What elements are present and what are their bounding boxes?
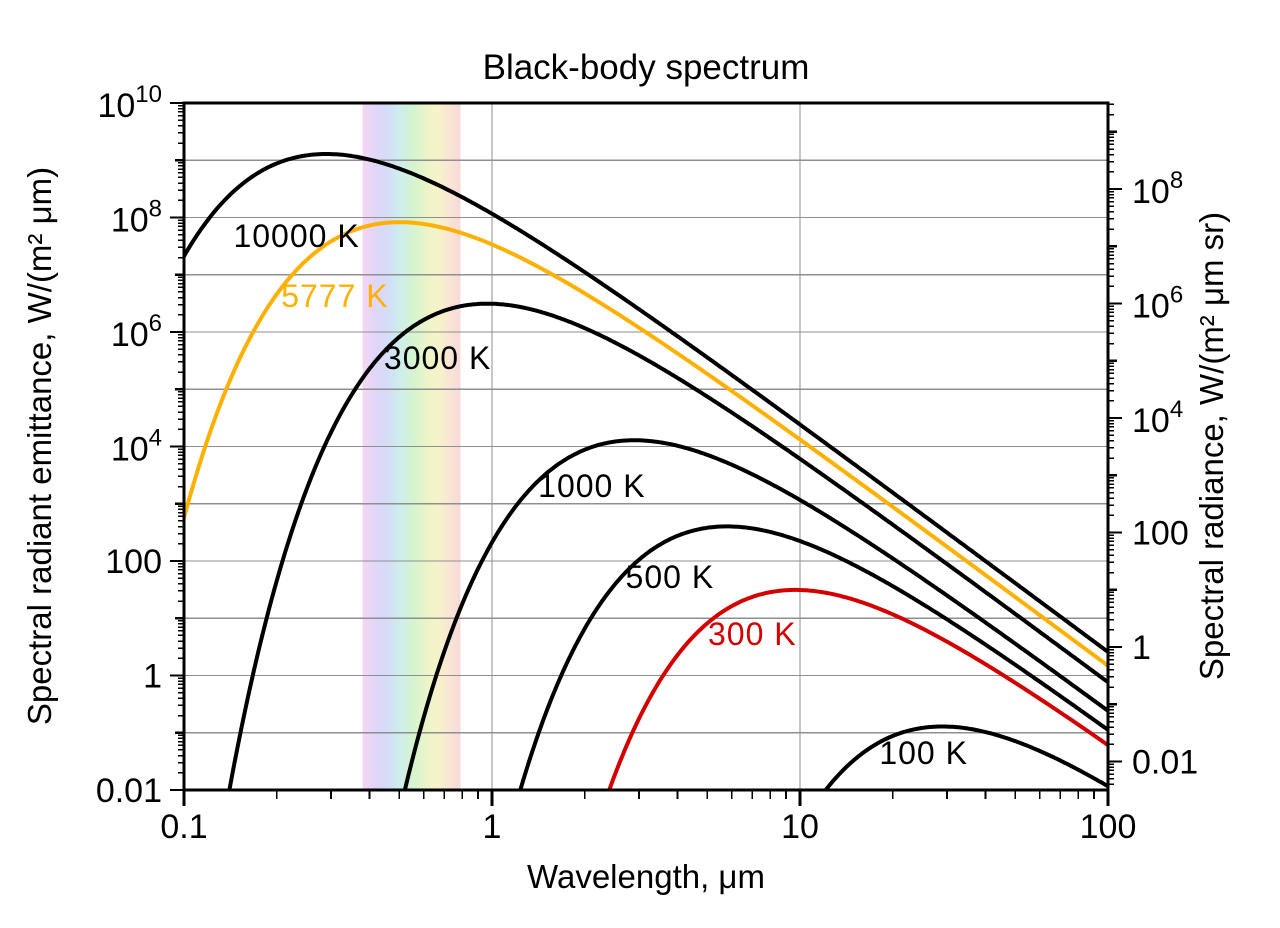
curve-label-5777k: 5777 K xyxy=(281,278,388,314)
curve-label-300k: 300 K xyxy=(708,616,797,652)
x-tick-label: 10 xyxy=(781,808,819,846)
y-right-tick-label: 1 xyxy=(1132,629,1151,667)
y-right-tick-label: 0.01 xyxy=(1132,744,1198,782)
y-left-tick-label: 0.01 xyxy=(96,772,162,810)
curve-label-1000k: 1000 K xyxy=(538,468,645,504)
x-tick-label: 100 xyxy=(1080,808,1137,846)
y-left-tick-label: 1 xyxy=(143,658,162,696)
curve-1000k xyxy=(402,438,1108,790)
curve-10000k xyxy=(184,152,1108,654)
tick-labels: 0.1 1 10 100 1010 108 106 104 100 1 0.01 108 106 104 1… xyxy=(96,81,1198,846)
curve-label-100k: 100 K xyxy=(879,735,968,771)
curve-500k xyxy=(518,524,1108,790)
y-left-tick-label: 108 xyxy=(111,196,162,240)
y-left-tick-label: 104 xyxy=(111,425,162,469)
x-axis-title: Wavelength, μm xyxy=(527,858,765,895)
curves xyxy=(184,152,1108,790)
x-tick-label: 1 xyxy=(483,808,502,846)
curve-5777k xyxy=(184,220,1108,668)
curve-label-10000k: 10000 K xyxy=(233,218,359,254)
curve-3000k xyxy=(227,301,1108,790)
x-tick-label: 0.1 xyxy=(160,808,207,846)
chart-title: Black-body spectrum xyxy=(482,48,810,87)
y-left-tick-label: 1010 xyxy=(97,81,162,125)
y-right-tick-label: 108 xyxy=(1132,167,1183,211)
y-right-tick-label: 104 xyxy=(1132,396,1183,440)
y-right-tick-label: 100 xyxy=(1132,515,1189,553)
y-left-tick-label: 100 xyxy=(105,543,162,581)
axis-ticks xyxy=(170,101,1122,806)
curve-label-500k: 500 K xyxy=(626,559,715,595)
curve-100k xyxy=(823,724,1108,790)
y-right-tick-label: 106 xyxy=(1132,282,1183,326)
curve-label-3000k: 3000 K xyxy=(384,340,491,376)
curve-labels: 10000 K 5777 K 3000 K 1000 K 500 K 300 K 100 K xyxy=(233,218,968,771)
curve-300k xyxy=(607,587,1108,790)
y-left-tick-label: 106 xyxy=(111,310,162,354)
